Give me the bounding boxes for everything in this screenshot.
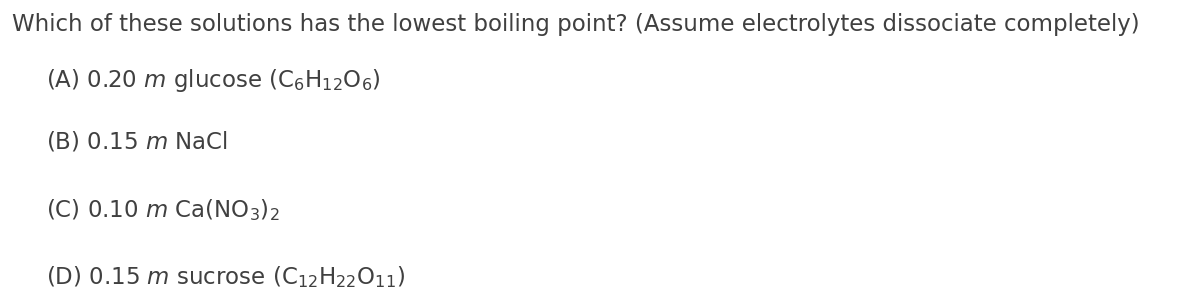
Text: (A) 0.20 $\it{m}$ glucose (C$_6$H$_{12}$O$_6$): (A) 0.20 $\it{m}$ glucose (C$_6$H$_{12}$… [46, 67, 380, 94]
Text: (D) 0.15 $\it{m}$ sucrose (C$_{12}$H$_{22}$O$_{11}$): (D) 0.15 $\it{m}$ sucrose (C$_{12}$H$_{2… [46, 264, 404, 290]
Text: (C) 0.10 $\it{m}$ Ca(NO$_3$)$_2$: (C) 0.10 $\it{m}$ Ca(NO$_3$)$_2$ [46, 197, 280, 223]
Text: Which of these solutions has the lowest boiling point? (Assume electrolytes diss: Which of these solutions has the lowest … [12, 13, 1140, 36]
Text: (B) 0.15 $\it{m}$ NaCl: (B) 0.15 $\it{m}$ NaCl [46, 130, 227, 154]
